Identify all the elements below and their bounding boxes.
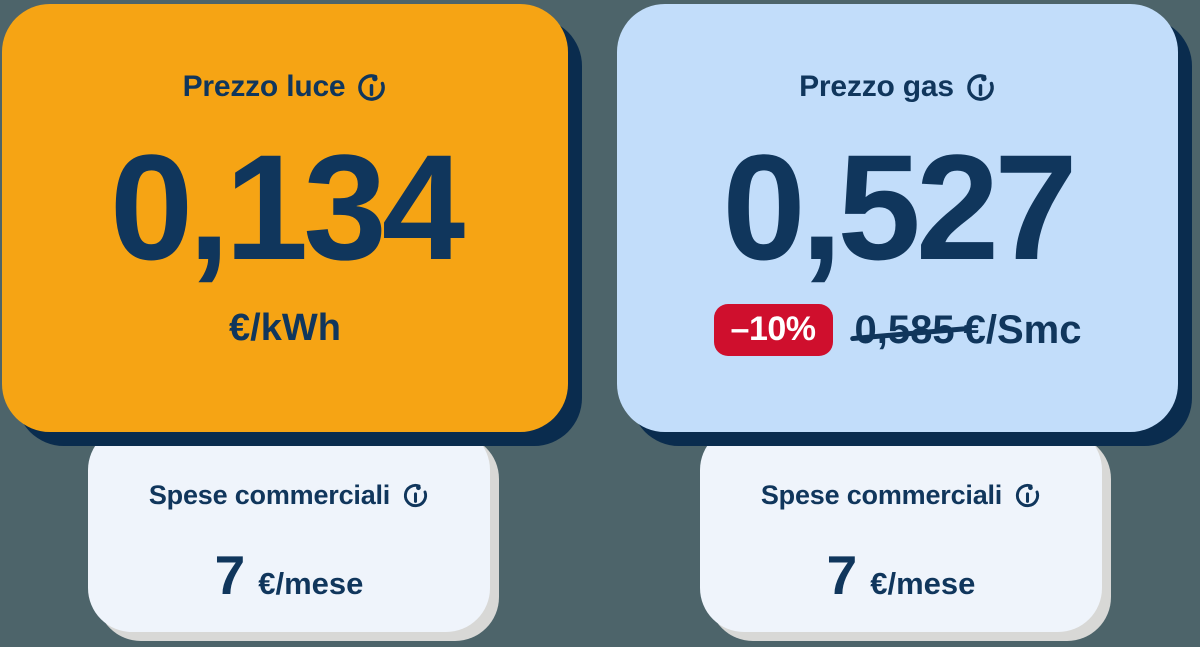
- gas-fees-label: Spese commerciali: [760, 479, 1003, 510]
- gas-fees-label-row: Spese commerciali: [761, 476, 1041, 514]
- gas-price-card: Prezzo gas 0,527 –10% 0,585 €/Smc: [617, 4, 1178, 432]
- electricity-fees-unit: €/mese: [258, 566, 364, 601]
- electricity-fees-card: Spese commerciali 7 €/mese: [88, 426, 490, 632]
- gas-info-icon[interactable]: [965, 72, 996, 103]
- electricity-price-value: 0,134: [109, 123, 465, 291]
- gas-price-value: 0,527: [722, 123, 1077, 291]
- electricity-price-card: Prezzo luce 0,134 €/kWh: [2, 4, 568, 432]
- gas-discount-row: –10% 0,585 €/Smc: [713, 302, 1082, 358]
- discount-badge: –10%: [713, 304, 833, 356]
- electricity-fees-value: 7: [214, 544, 246, 606]
- electricity-fees-info-icon[interactable]: [402, 482, 429, 509]
- gas-old-price-unit: €/Smc: [963, 307, 1082, 352]
- electricity-label-row: Prezzo luce: [183, 68, 388, 106]
- gas-fees-value: 7: [826, 544, 858, 606]
- electricity-fees-value-row: 7 €/mese: [215, 548, 364, 603]
- gas-fees-info-icon[interactable]: [1014, 482, 1041, 509]
- electricity-fees-label: Spese commerciali: [148, 479, 391, 510]
- electricity-fees-label-row: Spese commerciali: [149, 476, 429, 514]
- gas-label-row: Prezzo gas: [799, 68, 996, 106]
- gas-fees-unit: €/mese: [870, 566, 976, 601]
- gas-old-price-value: 0,585: [854, 307, 955, 352]
- electricity-price-unit: €/kWh: [229, 307, 341, 349]
- electricity-price-label: Prezzo luce: [182, 70, 346, 103]
- gas-fees-value-row: 7 €/mese: [827, 548, 976, 603]
- electricity-info-icon[interactable]: [356, 72, 387, 103]
- gas-price-label: Prezzo gas: [799, 70, 954, 103]
- gas-fees-card: Spese commerciali 7 €/mese: [700, 426, 1102, 632]
- gas-old-price: 0,585 €/Smc: [855, 308, 1082, 353]
